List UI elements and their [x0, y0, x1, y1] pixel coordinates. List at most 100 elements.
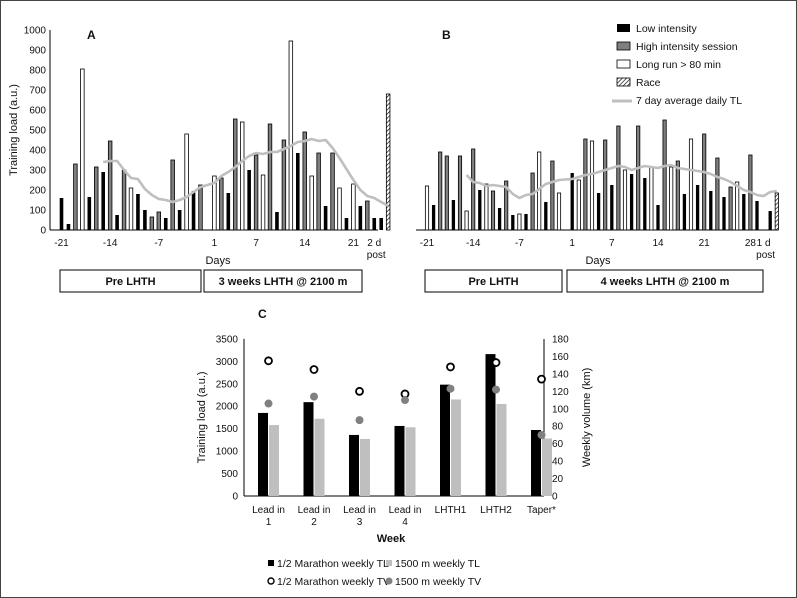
y-axis-right-title: Weekly volume (km) [581, 368, 593, 467]
legend-marker [267, 577, 275, 585]
y-tick-label: 900 [29, 46, 46, 57]
y-right-tick-label: 180 [552, 335, 569, 346]
panel-label: C [258, 307, 267, 321]
high-bar [728, 186, 733, 231]
panel-label: A [87, 28, 96, 42]
y-tick-label: 700 [29, 86, 46, 97]
y-axis-title: Training load (a.u.) [196, 371, 208, 463]
long-bar [735, 181, 740, 231]
x-tick-label: 28 [745, 238, 757, 249]
low-bar [143, 210, 147, 230]
middle-distance-tv-marker [446, 384, 455, 393]
y-tick-label: 300 [29, 166, 46, 177]
high-bar [530, 172, 535, 231]
x-tick-label: 21 [348, 238, 360, 249]
low-bar [755, 201, 759, 230]
y-tick-label: 100 [29, 206, 46, 217]
marathon-tl-bar [258, 412, 268, 496]
long-bar [484, 183, 489, 231]
long-bar [128, 187, 134, 231]
long-bar [184, 133, 189, 231]
low-bar [511, 215, 515, 230]
post-label: post [756, 250, 775, 261]
long-bar [649, 166, 654, 231]
high-bar [550, 160, 555, 231]
middle-distance-tv-marker [310, 392, 318, 401]
x-tick-label: -7 [515, 238, 524, 249]
legend-label: Race [636, 77, 661, 89]
y-tick-label: 2000 [216, 402, 239, 413]
x-tick-label: 1 [569, 238, 575, 249]
phase-box [203, 269, 363, 293]
marathon-tl-bar [349, 434, 359, 496]
y-right-tick-label: 80 [552, 422, 564, 433]
y-tick-label: 200 [29, 186, 46, 197]
race-bar [774, 192, 779, 231]
phase-box [59, 269, 202, 293]
x-tick-label: LHTH1 [435, 505, 467, 516]
x-axis-title: Days [205, 255, 231, 267]
long-bar [464, 210, 469, 231]
high-bar [330, 152, 335, 231]
x-tick-label: -14 [103, 238, 118, 249]
low-bar [742, 194, 746, 230]
high-bar [198, 184, 203, 231]
high-bar [702, 133, 707, 231]
phase-label: 3 weeks LHTH @ 2100 m [219, 276, 348, 288]
x-tick-label: 2 [311, 517, 317, 528]
low-bar [497, 208, 502, 230]
x-tick-label: -7 [154, 238, 163, 249]
middle-distance-tl-bar [360, 438, 370, 496]
x-tick-label: 7 [609, 238, 615, 249]
low-bar [136, 194, 140, 230]
low-bar [66, 224, 71, 230]
y-right-tick-label: 100 [552, 404, 569, 415]
high-bar [365, 200, 370, 231]
high-bar [107, 140, 113, 231]
y-tick-label: 3000 [216, 357, 239, 368]
low-bar [544, 202, 548, 230]
legend-label: 1/2 Marathon weekly TV [277, 576, 390, 588]
marathon-tl-bar [303, 402, 314, 496]
x-tick-label: 1 d [757, 238, 771, 249]
legend-label: 1500 m weekly TV [395, 576, 481, 588]
x-tick-label: 14 [652, 238, 664, 249]
x-axis-title: Days [585, 255, 611, 267]
long-bar [288, 40, 294, 231]
long-bar [589, 140, 595, 231]
x-tick-label: 7 [253, 238, 259, 249]
x-tick-label: 14 [299, 238, 311, 249]
low-bar [296, 153, 300, 230]
high-bar [149, 216, 155, 231]
low-bar [478, 190, 482, 230]
high-bar [253, 154, 259, 231]
high-bar [438, 151, 443, 231]
legend-marker [385, 577, 393, 585]
marathon-tl-bar [485, 354, 496, 496]
legend-swatch [616, 41, 631, 51]
post-label: post [367, 250, 386, 261]
low-bar [358, 206, 363, 230]
y-right-tick-label: 40 [552, 457, 564, 468]
legend-label: Low intensity [636, 23, 697, 35]
y-tick-label: 800 [29, 66, 46, 77]
high-bar [457, 155, 463, 231]
middle-distance-tl-bar [405, 427, 416, 496]
x-tick-label: -21 [420, 238, 435, 249]
y-tick-label: 500 [29, 126, 46, 137]
x-axis-title: Week [377, 533, 406, 545]
middle-distance-tv-marker [492, 385, 500, 394]
y-right-tick-label: 0 [552, 492, 558, 503]
marathon-tv-marker [355, 386, 364, 396]
x-tick-label: 21 [699, 238, 711, 249]
long-bar [239, 121, 245, 231]
phase-box [566, 269, 764, 293]
middle-distance-tl-bar [451, 399, 461, 496]
y-axis-title: Training load (a.u.) [8, 84, 20, 176]
legend-label: Long run > 80 min [636, 59, 721, 71]
panel-label: B [442, 28, 451, 42]
low-bar [570, 173, 574, 230]
high-bar [94, 166, 99, 231]
